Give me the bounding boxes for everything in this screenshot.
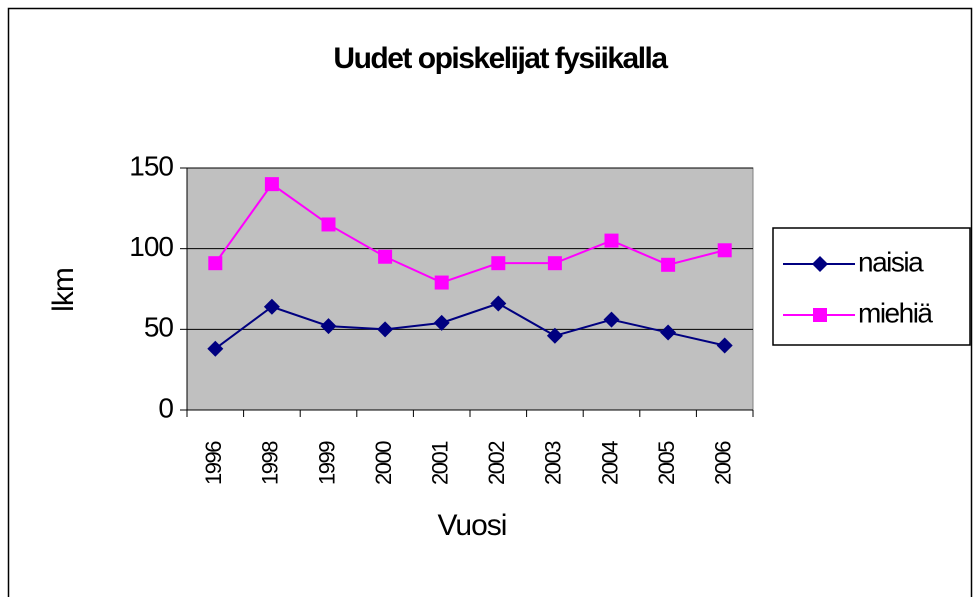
chart-title: Uudet opiskelijat fysiikalla <box>333 42 668 75</box>
x-tick-label: 2005 <box>654 441 679 485</box>
x-tick-label: 1999 <box>314 441 339 485</box>
marker <box>263 298 280 315</box>
marker <box>208 256 223 271</box>
marker <box>433 314 450 331</box>
marker <box>813 308 827 322</box>
x-tick-label: 2003 <box>541 441 566 485</box>
plot-area <box>186 167 754 411</box>
x-tick-label: 1996 <box>201 441 226 485</box>
marker <box>264 177 279 192</box>
legend-label: miehiä <box>858 297 933 328</box>
x-tick-label: 2004 <box>597 441 622 485</box>
marker <box>491 256 506 271</box>
x-tick-label: 1998 <box>258 441 283 485</box>
legend-label: naisia <box>858 246 924 277</box>
marker <box>661 257 676 272</box>
y-tick-label: 100 <box>129 231 173 262</box>
x-tick-label: 2001 <box>428 441 453 485</box>
marker <box>603 311 620 328</box>
x-tick-label: 2006 <box>711 441 736 485</box>
marker <box>604 233 619 248</box>
y-axis-label: lkm <box>47 268 80 312</box>
x-tick-label: 2002 <box>484 441 509 485</box>
series-line <box>214 182 725 284</box>
marker <box>377 321 394 338</box>
y-tick-label: 0 <box>158 392 173 423</box>
marker <box>546 327 563 344</box>
marker <box>321 217 336 232</box>
marker <box>490 295 507 312</box>
legend <box>772 227 971 346</box>
x-axis-label: Vuosi <box>438 509 507 542</box>
marker <box>812 256 828 272</box>
marker <box>547 256 562 271</box>
marker <box>207 340 224 357</box>
x-tick-label: 2000 <box>371 441 396 485</box>
y-tick-label: 50 <box>144 312 174 343</box>
marker <box>378 249 393 264</box>
marker <box>717 243 732 258</box>
marker <box>660 324 677 341</box>
marker <box>320 318 337 335</box>
series-line <box>214 302 725 350</box>
y-tick-label: 150 <box>129 150 173 181</box>
marker <box>434 275 449 290</box>
marker <box>716 337 733 354</box>
